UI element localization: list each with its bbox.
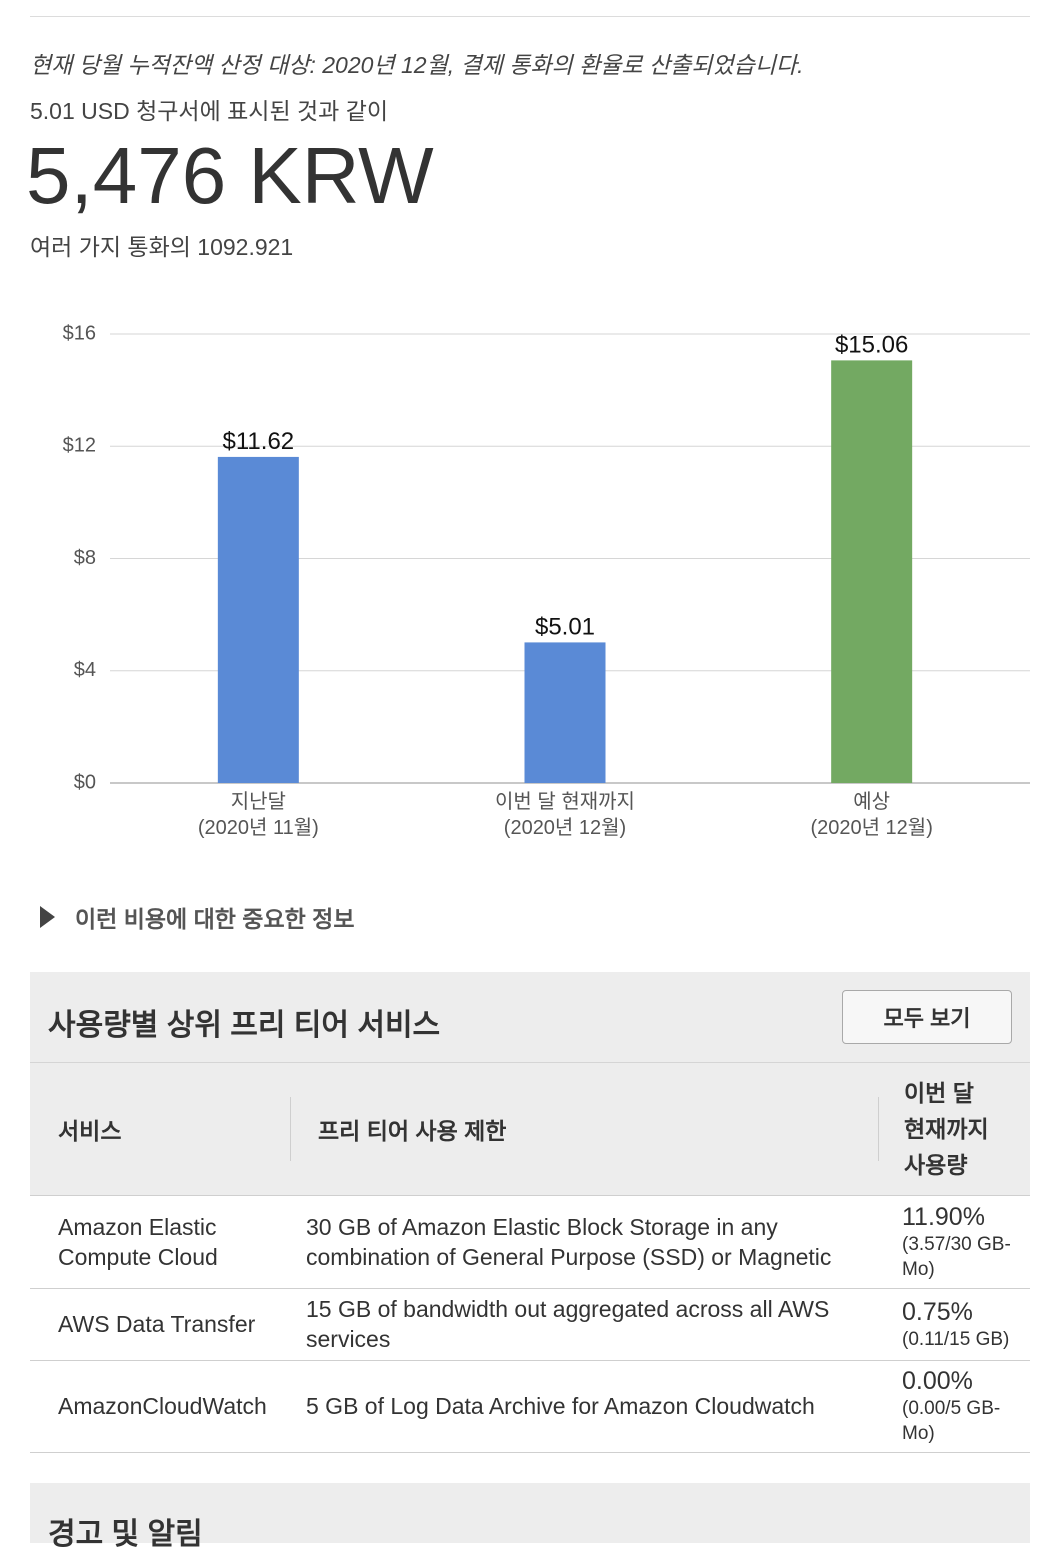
service-name: AmazonCloudWatch bbox=[30, 1359, 290, 1453]
x-tick-label: 예상 bbox=[853, 790, 890, 813]
usage-percent: 0.75% bbox=[902, 1297, 973, 1326]
table-row: Amazon Elastic Compute Cloud 30 GB of Am… bbox=[30, 1194, 1030, 1288]
usage-detail: (0.11/15 GB) bbox=[902, 1328, 1010, 1350]
usage-cell: 0.00% (0.00/5 GB-Mo) bbox=[878, 1359, 1030, 1453]
data-label: $11.62 bbox=[223, 428, 295, 455]
usage-cell: 11.90% (3.57/30 GB-Mo) bbox=[878, 1194, 1030, 1288]
usd-amount-line: 5.01 USD 청구서에 표시된 것과 같이 bbox=[30, 98, 389, 124]
x-tick-label: (2020년 12월) bbox=[810, 816, 932, 839]
alerts-panel: 경고 및 알림 bbox=[30, 1483, 1030, 1551]
table-row: AmazonCloudWatch 5 GB of Log Data Archiv… bbox=[30, 1359, 1030, 1453]
table-row: AWS Data Transfer 15 GB of bandwidth out… bbox=[30, 1287, 1030, 1360]
free-tier-panel: 사용량별 상위 프리 티어 서비스 모두 보기 서비스 프리 티어 사용 제한 … bbox=[30, 972, 1030, 1453]
bar bbox=[831, 360, 913, 783]
usage-cell: 0.75% (0.11/15 GB) bbox=[878, 1287, 1030, 1360]
x-tick-label: 이번 달 현재까지 bbox=[495, 790, 635, 813]
caret-right-icon bbox=[40, 906, 55, 928]
y-tick-label: $8 bbox=[74, 547, 96, 569]
usage-detail: (3.57/30 GB-Mo) bbox=[902, 1233, 1011, 1280]
x-tick-label: (2020년 12월) bbox=[504, 816, 626, 839]
x-tick-label: 지난달 bbox=[231, 790, 286, 813]
top-divider bbox=[30, 16, 1030, 17]
table-header-row: 서비스 프리 티어 사용 제한 이번 달 현재까지 사용량 bbox=[30, 1063, 1030, 1195]
free-tier-limit: 15 GB of bandwidth out aggregated across… bbox=[290, 1287, 878, 1360]
bar bbox=[217, 456, 299, 783]
free-tier-limit: 5 GB of Log Data Archive for Amazon Clou… bbox=[290, 1359, 878, 1453]
x-tick-label: (2020년 11월) bbox=[198, 816, 319, 839]
bar bbox=[524, 642, 606, 783]
column-header-usage: 이번 달 현재까지 사용량 bbox=[878, 1063, 1030, 1195]
usage-percent: 0.00% bbox=[902, 1367, 973, 1395]
service-name: Amazon Elastic Compute Cloud bbox=[30, 1194, 290, 1288]
column-header-limit: 프리 티어 사용 제한 bbox=[290, 1063, 878, 1195]
view-all-button[interactable]: 모두 보기 bbox=[842, 990, 1012, 1044]
free-tier-limit: 30 GB of Amazon Elastic Block Storage in… bbox=[290, 1194, 878, 1288]
y-tick-label: $16 bbox=[63, 322, 96, 344]
cost-info-toggle[interactable]: 이런 비용에 대한 중요한 정보 bbox=[40, 900, 354, 934]
free-tier-title: 사용량별 상위 프리 티어 서비스 bbox=[48, 1009, 441, 1042]
free-tier-header: 사용량별 상위 프리 티어 서비스 모두 보기 bbox=[30, 972, 1030, 1063]
multi-currency-line: 여러 가지 통화의 1092.921 bbox=[30, 234, 294, 260]
cost-bar-chart: $0 $4 $8 $12 $16 $11.62 지난달 (2020년 11월) $5.01 이번 … bbox=[63, 322, 1030, 839]
y-tick-label: $4 bbox=[74, 659, 96, 681]
service-name: AWS Data Transfer bbox=[30, 1287, 290, 1360]
y-tick-label: $12 bbox=[63, 435, 96, 457]
cost-info-label: 이런 비용에 대한 중요한 정보 bbox=[75, 906, 355, 932]
y-tick-label: $0 bbox=[74, 771, 96, 793]
currency-note: 현재 당월 누적잔액 산정 대상: 2020년 12월, 결제 통화의 환율로 … bbox=[30, 52, 804, 78]
usage-percent: 11.90% bbox=[902, 1202, 985, 1231]
column-header-service: 서비스 bbox=[58, 1117, 122, 1144]
usage-detail: (0.00/5 GB-Mo) bbox=[902, 1398, 1001, 1444]
total-amount: 5,476 KRW bbox=[26, 131, 434, 220]
free-tier-table: 서비스 프리 티어 사용 제한 이번 달 현재까지 사용량 Amazon Ela… bbox=[30, 1063, 1030, 1453]
data-label: $15.06 bbox=[835, 331, 908, 358]
data-label: $5.01 bbox=[535, 613, 595, 640]
alerts-title: 경고 및 알림 bbox=[48, 1518, 203, 1551]
